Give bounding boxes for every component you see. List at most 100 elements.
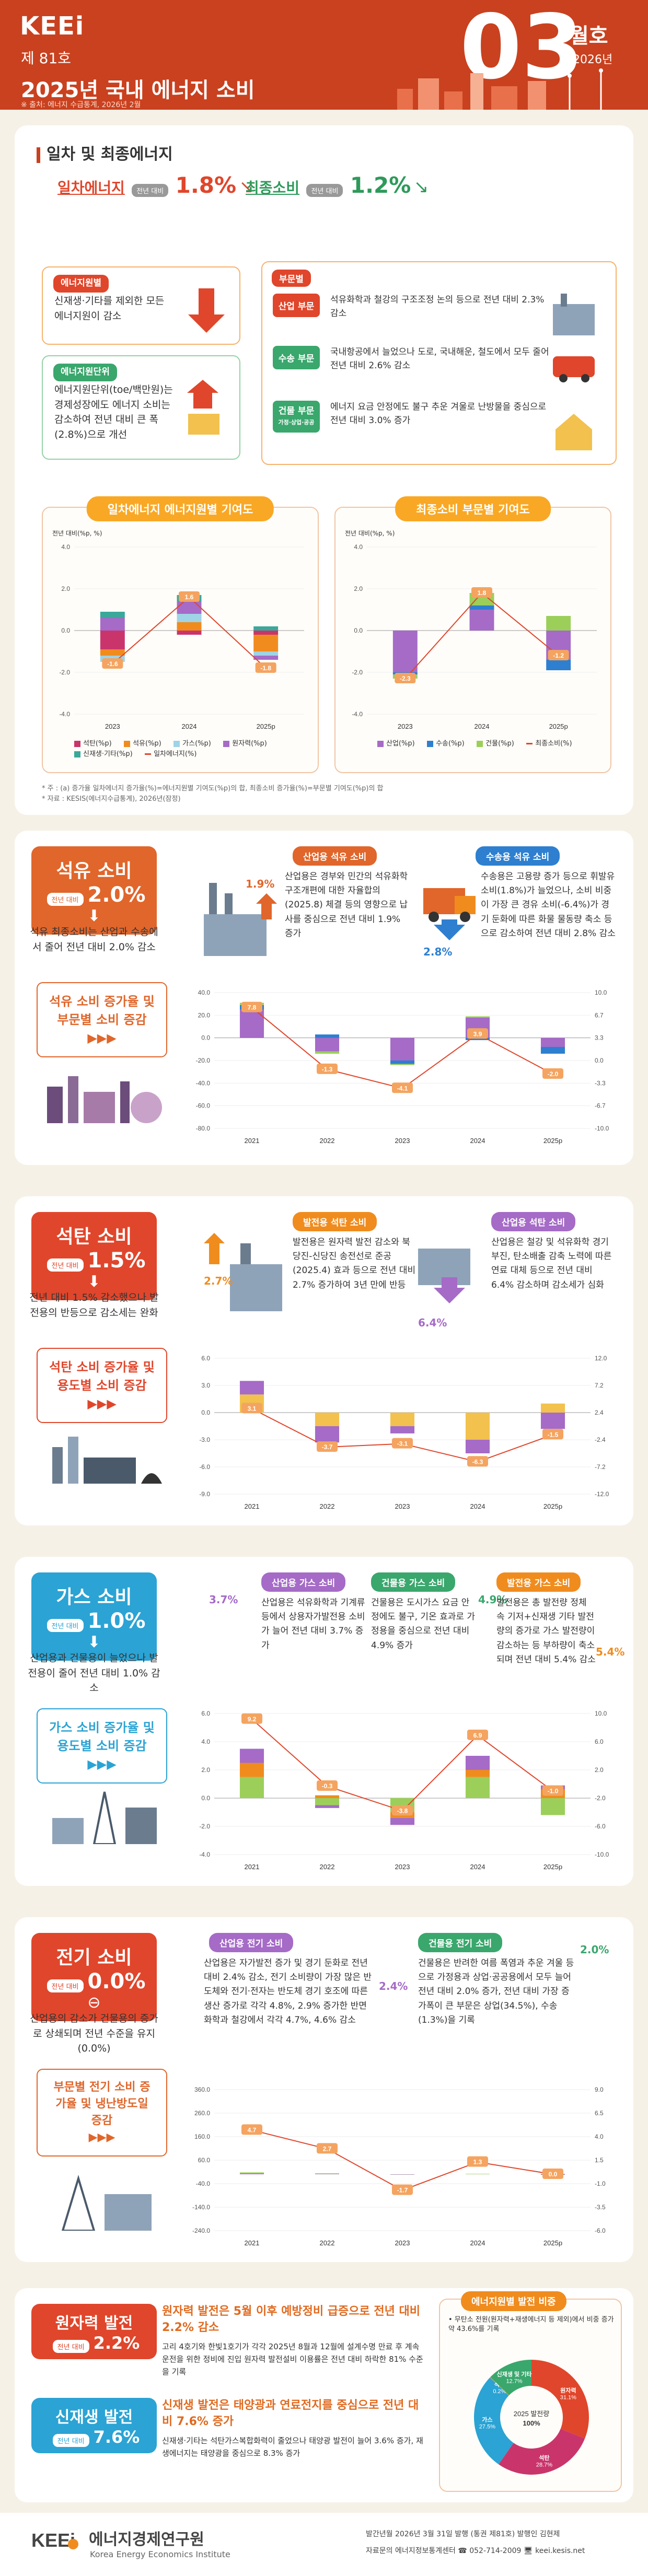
oil-head: 석유 소비 전년 대비 2.0% ⬇ (31, 846, 157, 935)
contact-web[interactable]: keei.kesis.net (535, 2547, 585, 2555)
down-arrow-icon: ↘ (413, 177, 429, 197)
y-tick-label: -4.0 (199, 1851, 210, 1858)
bar-segment (315, 1795, 340, 1798)
bar-segment (239, 2173, 264, 2174)
row-text: 에너지 요금 안정에도 불구 추운 겨울로 난방물을 중심으로 전년 대비 3.… (330, 402, 547, 426)
sector-icons (553, 294, 595, 450)
y2-tick-label: 0.0 (595, 1057, 604, 1064)
data-label-bg (392, 2184, 413, 2195)
gas-infobox: 가스 소비 증가율 및 용도별 소비 증감 ▶▶▶ (37, 1708, 167, 1784)
y-tick-label: -4.0 (352, 710, 363, 718)
info-text: 석탄 소비 증가율 및 용도별 소비 증감 (49, 1360, 155, 1393)
coal-power-head: 발전용 석탄 소비 (293, 1212, 377, 1231)
data-label: 4.7 (248, 2126, 257, 2134)
section-name: 전기 소비 (56, 1947, 132, 1968)
bar-segment (390, 2174, 415, 2175)
coal-power-text: 발전용은 원자력 발전 감소와 북당진-신당진 송전선로 준공(2025.4) … (293, 1237, 416, 1290)
y2-tick-label: -6.0 (595, 1823, 606, 1830)
pill: 전년 대비 (52, 2339, 89, 2353)
down-arrow-icon: ⬇ (87, 907, 101, 925)
summary-section-title: 일차 및 최종에너지 (37, 141, 173, 164)
x-tick-label: 2021 (245, 2239, 260, 2247)
box-text: 에너지원단위(toe/백만원)는 경제성장에도 에너지 소비는 감소하여 전년 … (54, 384, 173, 440)
data-label-bg (467, 1028, 488, 1039)
bar-segment (100, 631, 125, 649)
donut-slice (474, 2377, 514, 2465)
x-tick-label: 2023 (398, 722, 413, 730)
y-tick-label: 4.0 (201, 1738, 210, 1745)
x-tick-label: 2022 (320, 1863, 335, 1871)
y-tick-label: 360.0 (194, 2086, 210, 2093)
y-tick-label: -4.0 (59, 710, 70, 718)
donut-center-label: 2025 발전량 (514, 2410, 549, 2418)
y2-tick-label: 9.0 (595, 2086, 604, 2093)
y2-tick-label: 10.0 (595, 1710, 607, 1717)
gas-industry-text: 산업용은 석유화학과 기계류 등에서 상용자가발전용 소비가 늘어 전년 대비 … (261, 1598, 365, 1651)
sector-row-industry: 산업 부문 석유화학과 철강의 구조조정 논의 등으로 전년 대비 2.3% 감… (273, 294, 607, 319)
bar-segment (315, 1805, 340, 1808)
data-label-bg (467, 1729, 488, 1740)
chart-unit: 전년 대비(%p, %) (52, 530, 102, 537)
bar-segment (465, 1440, 490, 1453)
nuclear-head-text: 원자력 발전은 5월 이후 예방정비 급증으로 전년 대비 2.2% 감소 (162, 2304, 429, 2336)
bar-segment (540, 1038, 565, 1047)
legend-item: 신재생·기타(%p) (74, 748, 133, 758)
row-tag: 산업 부문 (273, 294, 320, 317)
section-name: 석탄 소비 (56, 1226, 132, 1248)
donut-center-value: 100% (523, 2419, 540, 2427)
legend-item: 가스(%p) (173, 738, 211, 748)
final-value: 1.2% (350, 172, 411, 198)
data-label-bg (467, 2156, 488, 2167)
keei-logo-icon: KEEi (31, 2530, 78, 2551)
pill: 전년 대비 (52, 2433, 89, 2447)
triple-arrow-icon: ▶▶▶ (87, 1030, 117, 1045)
bar-segment (546, 616, 571, 631)
y-tick-label: 2.0 (354, 585, 363, 592)
power-mix-note: • 무탄소 전원(원자력+재생에너지 등 제외)에서 비중 증가 약 43.6%… (448, 2316, 614, 2334)
y-tick-label: -80.0 (196, 1125, 211, 1132)
data-label-bg (317, 1063, 338, 1074)
chart-final-contribution: 최종소비 부문별 기여도 전년 대비(%p, %) -4.0 -2.0 0.0 2.0… (334, 496, 611, 773)
section-value: 1.5% (87, 1249, 146, 1273)
coal-plant-icon (52, 1437, 162, 1484)
data-label: 9.2 (248, 1716, 257, 1723)
renew-head: 신재생 발전 전년 대비 7.6% (31, 2398, 157, 2453)
data-label: -1.3 (322, 1066, 333, 1073)
y-tick-label: -6.0 (199, 1463, 210, 1471)
primary-pill: 전년 대비 (132, 183, 169, 197)
bar-segment (177, 622, 202, 631)
y2-tick-label: 7.2 (595, 1382, 604, 1389)
data-label: 1.8 (478, 589, 487, 597)
electricity-industry-head: 산업용 전기 소비 (209, 1933, 294, 1952)
x-tick-label: 2023 (105, 722, 120, 730)
data-label: 1.3 (473, 2159, 482, 2166)
y2-tick-label: -2.0 (595, 1794, 606, 1802)
bar-segment (465, 1756, 490, 1770)
energy-source-box: 에너지원별 신재생·기타를 제외한 모든 에너지원이 감소 (42, 266, 240, 345)
y2-tick-label: 6.5 (595, 2109, 604, 2117)
bar-segment (315, 1798, 340, 1805)
contact-info: 자료문의 에너지정보통계센터 ☎ 052-714-2009 🖥 keei.kes… (366, 2547, 585, 2555)
bar-segment (540, 1413, 565, 1429)
sector-row-building: 건물 부문 가정·상업·공공 에너지 요금 안정에도 불구 추운 겨울로 난방물을… (273, 401, 607, 433)
oil-transport-pct: 2.8% (423, 946, 453, 958)
y-tick-label: -9.0 (199, 1490, 210, 1498)
coal-power-pct: 2.7% (204, 1275, 233, 1287)
data-label: 7.8 (248, 1004, 257, 1011)
slice-value: 27.5% (479, 2424, 495, 2430)
y-tick-label: -3.0 (199, 1436, 210, 1443)
bar-segment (546, 660, 571, 670)
y2-tick-label: -6.0 (595, 2227, 606, 2234)
y2-tick-label: 4.0 (595, 2133, 604, 2140)
electricity-infobox: 부문별 전기 소비 증가율 및 냉난방도일 증감 ▶▶▶ (37, 2069, 167, 2157)
info-text: 가스 소비 증가율 및 용도별 소비 증감 (49, 1720, 155, 1753)
y-tick-label: 20.0 (198, 1011, 211, 1019)
y2-tick-label: 2.4 (595, 1409, 604, 1416)
legend-label: 일차에너지(%) (154, 750, 197, 758)
electricity-building-text: 건물용은 반려한 여름 폭염과 추운 겨울 등으로 가정용과 상업·공공용에서 … (418, 1958, 574, 2025)
gas-power-head: 발전용 가스 소비 (496, 1572, 581, 1592)
y-tick-label: -140.0 (192, 2204, 210, 2211)
data-label-bg (548, 650, 569, 660)
y2-tick-label: 3.3 (595, 1034, 604, 1042)
